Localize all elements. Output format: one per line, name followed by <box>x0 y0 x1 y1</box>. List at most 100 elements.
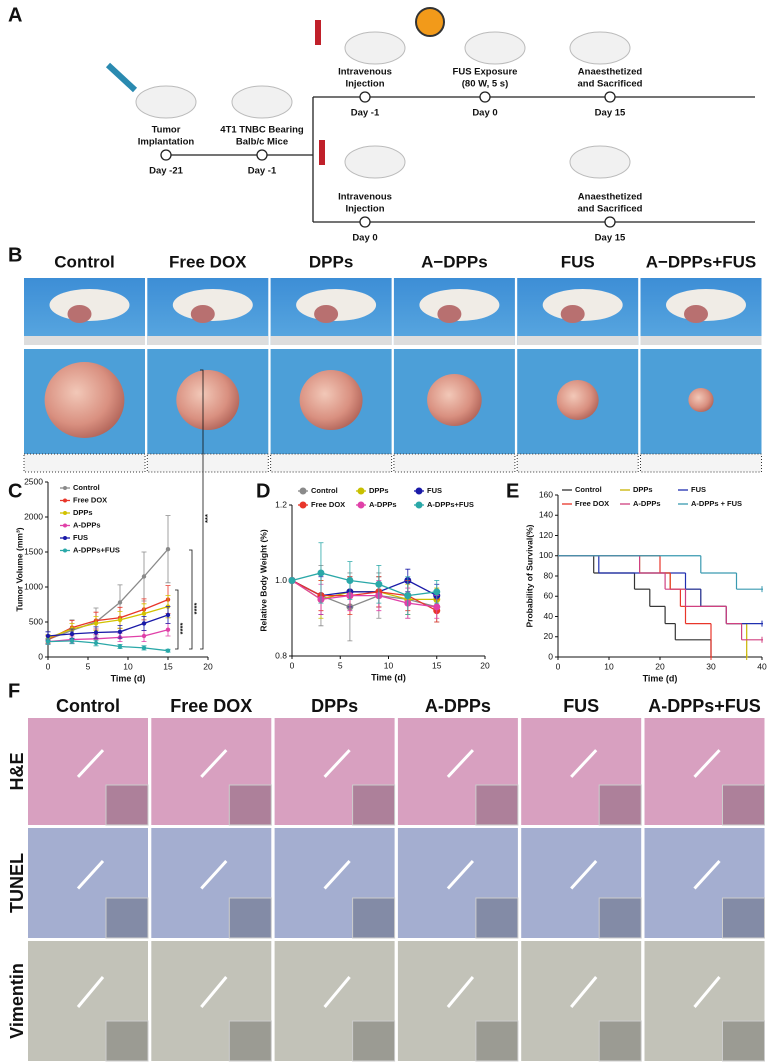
legend-label: Control <box>73 483 100 492</box>
ruler <box>270 453 393 473</box>
x-tick-label: 15 <box>163 661 173 671</box>
y-tick-label: 140 <box>539 510 553 520</box>
inset <box>105 784 149 826</box>
data-point <box>45 633 51 639</box>
arrow <box>693 859 721 890</box>
legend-label: A-DPPs+FUS <box>427 500 474 509</box>
timeline-node <box>160 149 172 161</box>
timeline-node <box>359 216 371 228</box>
significance-bracket <box>200 369 204 650</box>
timeline-node <box>359 91 371 103</box>
y-tick-label: 2500 <box>24 476 43 486</box>
y-tick-label: 40 <box>544 611 554 621</box>
step-day: Day -21 <box>149 166 184 177</box>
x-tick-label: 10 <box>384 660 394 670</box>
panel-label: C <box>8 480 22 502</box>
legend-label: Free DOX <box>73 495 107 504</box>
x-tick-label: 30 <box>706 661 716 671</box>
group-label: FUS <box>563 696 599 716</box>
inset <box>352 1020 396 1062</box>
step-title: and Sacrificed <box>578 204 643 215</box>
step-title: Anaesthetized <box>578 192 643 203</box>
step-title: Intravenous <box>338 67 392 78</box>
step-title: Injection <box>345 79 384 90</box>
inset <box>722 897 765 939</box>
data-point <box>117 617 123 623</box>
x-tick-label: 0 <box>290 660 295 670</box>
panel-label: D <box>256 480 270 502</box>
data-point <box>375 580 383 588</box>
timeline <box>166 96 755 223</box>
arrow <box>693 749 721 778</box>
y-tick-label: 120 <box>539 530 553 540</box>
arrow <box>200 749 228 778</box>
data-point <box>93 630 99 635</box>
group-label: A-DPPs+FUS <box>648 696 761 716</box>
arrow <box>446 859 475 890</box>
y-axis-label: Relative Body Weight (%) <box>258 529 268 631</box>
step-title: 4T1 TNBC Bearing <box>220 125 304 136</box>
panel-label: A <box>8 4 22 26</box>
group-label: DPPs <box>311 696 358 716</box>
group-label: FUS <box>561 252 595 271</box>
step-title: Balb/c Mice <box>236 137 288 148</box>
group-label: Control <box>56 696 120 716</box>
arrow <box>200 976 228 1008</box>
step-title: Injection <box>345 204 384 215</box>
legend-label: A-DPPs + FUS <box>691 499 742 508</box>
series-line <box>47 629 169 643</box>
significance-label: *** <box>203 514 212 523</box>
arrow <box>76 976 105 1008</box>
legend-marker <box>63 498 67 503</box>
legend-marker <box>63 548 67 553</box>
data-point <box>141 621 147 626</box>
ruler <box>146 453 269 473</box>
significance-label: **** <box>192 603 201 615</box>
data-point <box>165 547 171 552</box>
y-axis-label: Tumor Volume (mm³) <box>14 527 24 611</box>
panel-label: E <box>506 480 519 502</box>
ruler <box>640 336 762 345</box>
inset <box>475 897 519 939</box>
data-point <box>141 645 147 651</box>
legend-marker <box>299 487 307 495</box>
inset <box>352 897 396 939</box>
x-tick-label: 15 <box>432 660 442 670</box>
data-point <box>288 577 296 584</box>
ruler <box>640 453 762 473</box>
ruler <box>393 336 515 345</box>
x-tick-label: 10 <box>123 661 133 671</box>
ruler <box>270 336 392 345</box>
x-axis-label: Time (d) <box>643 673 678 683</box>
tumor <box>44 362 125 438</box>
inset <box>228 1020 272 1062</box>
legend-marker <box>63 536 67 540</box>
timeline-node <box>604 91 616 103</box>
legend-label: DPPs <box>369 486 389 495</box>
y-tick-label: 20 <box>544 631 554 641</box>
y-tick-label: 1.0 <box>275 575 287 585</box>
panel-label: B <box>8 244 22 266</box>
step-day: Day 0 <box>472 108 497 119</box>
x-tick-label: 5 <box>86 661 91 671</box>
legend-label: Free DOX <box>311 500 345 509</box>
mouse-icons <box>135 31 631 179</box>
series-line <box>291 572 437 597</box>
step-day: Day 15 <box>595 108 626 119</box>
series-line <box>291 579 438 612</box>
x-axis-label: Time (d) <box>371 672 406 682</box>
data-point <box>45 639 51 644</box>
arrow <box>76 859 105 890</box>
stain-label: H&E <box>7 752 27 790</box>
group-label: Free DOX <box>169 252 247 271</box>
series-line <box>47 614 169 637</box>
group-label: Control <box>54 252 114 271</box>
series-line <box>291 579 437 608</box>
inset <box>352 784 396 826</box>
inset <box>475 784 519 826</box>
x-axis-label: Time (d) <box>111 673 146 683</box>
arrow <box>446 749 474 778</box>
legend-label: A-DPPs <box>369 500 397 509</box>
step-title: Intravenous <box>338 192 392 203</box>
legend-label: FUS <box>427 486 442 495</box>
